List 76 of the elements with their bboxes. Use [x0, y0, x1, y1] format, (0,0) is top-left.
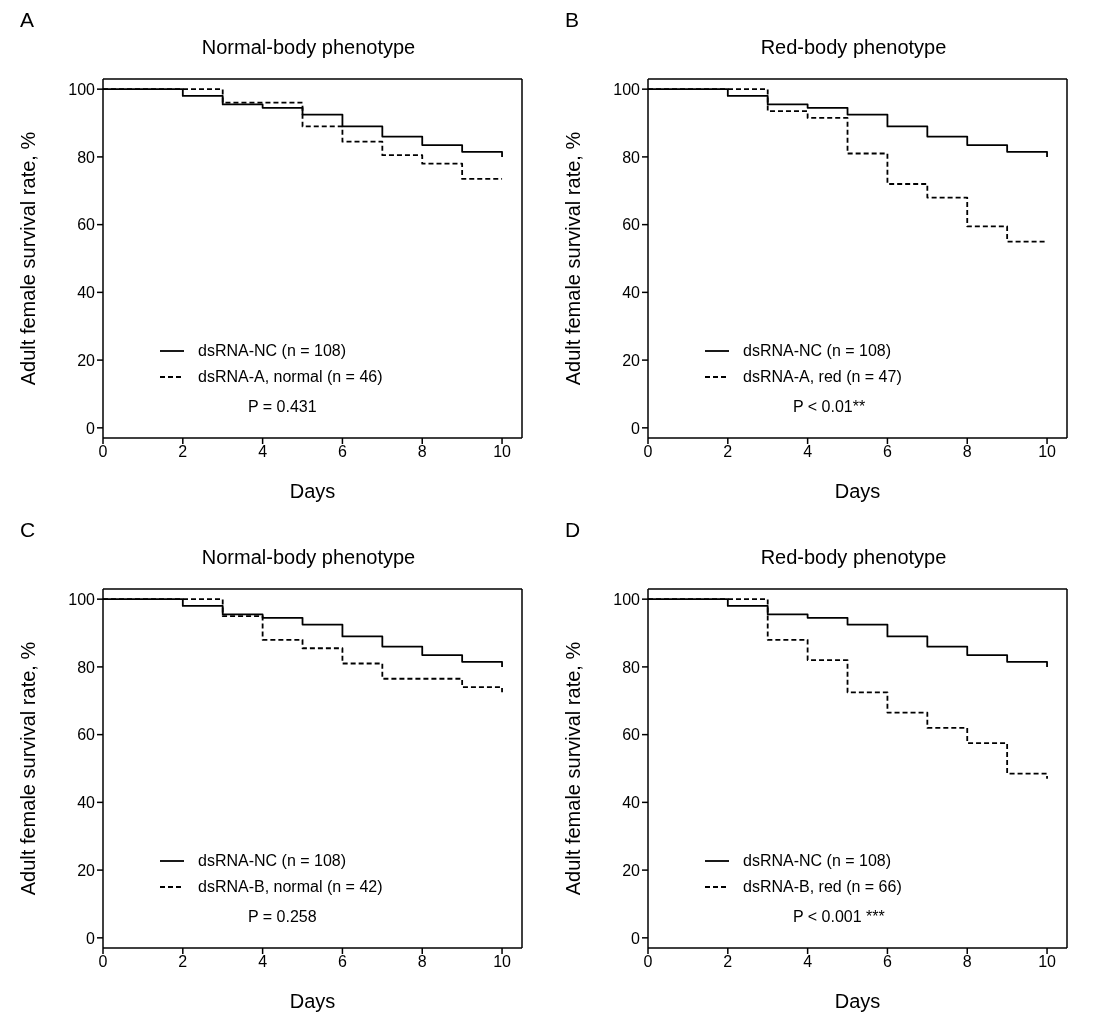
y-tick-label: 100 [613, 80, 641, 98]
y-axis-title: Adult female survival rate, % [17, 641, 40, 896]
x-axis-title: Days [834, 990, 881, 1012]
x-tick-label: 10 [1038, 443, 1057, 461]
y-tick-label: 0 [86, 929, 96, 947]
legend-label: dsRNA-A, red (n = 47) [743, 368, 902, 386]
x-axis-title: Days [289, 990, 336, 1012]
chart-title: Red-body phenotype [759, 546, 948, 569]
x-tick-label: 8 [962, 443, 972, 461]
y-tick-label: 0 [631, 929, 641, 947]
y-tick-label: 80 [622, 658, 641, 676]
y-axis-title: Adult female survival rate, % [562, 131, 585, 386]
y-tick-label: 80 [77, 658, 96, 676]
chart-title: Red-body phenotype [759, 36, 948, 59]
y-tick-label: 80 [622, 148, 641, 166]
legend-label: dsRNA-NC (n = 108) [743, 852, 892, 870]
x-tick-label: 0 [643, 443, 653, 461]
legend-label: dsRNA-NC (n = 108) [198, 342, 347, 360]
y-tick-label: 40 [77, 794, 96, 812]
x-tick-label: 8 [417, 953, 427, 971]
x-tick-label: 4 [258, 953, 268, 971]
x-tick-label: 8 [417, 443, 427, 461]
y-axis-title: Adult female survival rate, % [562, 641, 585, 896]
x-tick-label: 6 [882, 953, 892, 971]
x-tick-label: 0 [643, 953, 653, 971]
x-tick-label: 0 [98, 953, 108, 971]
y-tick-label: 40 [77, 284, 96, 302]
legend-label: dsRNA-NC (n = 108) [743, 342, 892, 360]
x-tick-label: 8 [962, 953, 972, 971]
y-tick-label: 20 [77, 861, 96, 879]
x-tick-label: 2 [723, 443, 733, 461]
y-tick-label: 20 [622, 351, 641, 369]
annotation: P = 0.431 [248, 398, 317, 415]
legend-label: dsRNA-B, normal (n = 42) [198, 878, 383, 896]
x-tick-label: 10 [493, 443, 512, 461]
y-tick-label: 0 [86, 419, 96, 437]
chart-title: Normal-body phenotype [200, 546, 417, 569]
x-tick-label: 2 [178, 953, 188, 971]
x-tick-label: 4 [258, 443, 268, 461]
y-tick-label: 20 [622, 861, 641, 879]
x-tick-label: 4 [803, 953, 813, 971]
y-tick-label: 80 [77, 148, 96, 166]
y-tick-label: 60 [77, 216, 96, 234]
y-tick-label: 100 [68, 590, 96, 608]
y-tick-label: 60 [77, 726, 96, 744]
y-tick-label: 0 [631, 419, 641, 437]
legend-label: dsRNA-B, red (n = 66) [743, 878, 902, 896]
text: A [20, 8, 35, 31]
annotation: P < 0.001 *** [793, 908, 885, 925]
y-tick-label: 40 [622, 794, 641, 812]
x-tick-label: 6 [337, 953, 347, 971]
text: D [565, 518, 581, 541]
y-axis-title: Adult female survival rate, % [17, 131, 40, 386]
y-tick-label: 100 [613, 590, 641, 608]
y-tick-label: 60 [622, 726, 641, 744]
text: C [20, 518, 36, 541]
y-tick-label: 40 [622, 284, 641, 302]
annotation: P < 0.01** [793, 398, 866, 415]
x-tick-label: 10 [1038, 953, 1057, 971]
x-tick-label: 2 [178, 443, 188, 461]
y-tick-label: 60 [622, 216, 641, 234]
chart-title: Normal-body phenotype [200, 36, 417, 59]
x-axis-title: Days [834, 480, 881, 502]
y-tick-label: 20 [77, 351, 96, 369]
y-tick-label: 100 [68, 80, 96, 98]
x-axis-title: Days [289, 480, 336, 502]
x-tick-label: 6 [882, 443, 892, 461]
annotation: P = 0.258 [248, 908, 317, 925]
x-tick-label: 10 [493, 953, 512, 971]
x-tick-label: 2 [723, 953, 733, 971]
x-tick-label: 4 [803, 443, 813, 461]
x-tick-label: 6 [337, 443, 347, 461]
text: B [565, 8, 580, 31]
legend-label: dsRNA-NC (n = 108) [198, 852, 347, 870]
legend-label: dsRNA-A, normal (n = 46) [198, 368, 383, 386]
x-tick-label: 0 [98, 443, 108, 461]
